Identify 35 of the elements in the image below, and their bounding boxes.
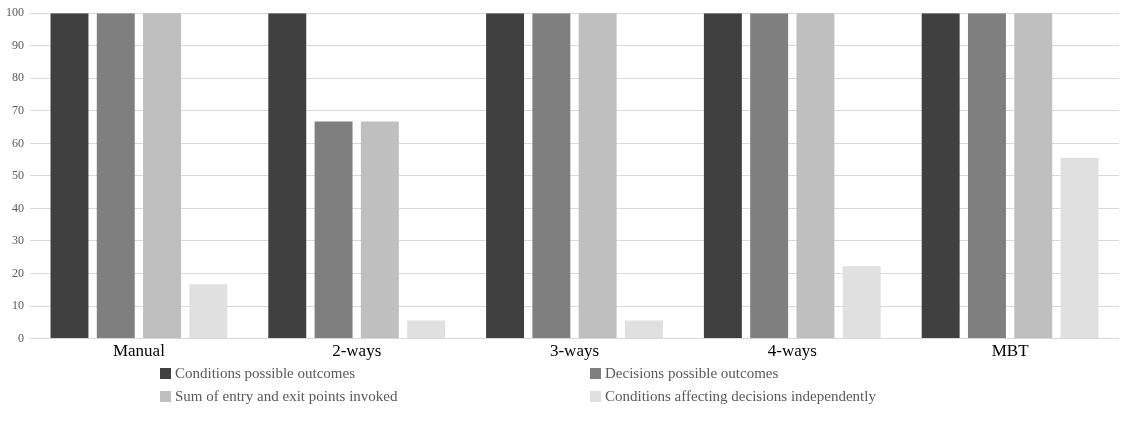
y-tick-label: 50 [12, 168, 24, 183]
y-tick-label: 60 [12, 135, 24, 150]
y-tick-label: 100 [6, 5, 24, 20]
legend-label: Decisions possible outcomes [605, 365, 779, 382]
bar [314, 121, 353, 339]
x-tick-label: 3-ways [549, 341, 600, 361]
y-tick-label: 80 [12, 70, 24, 85]
bar [703, 13, 742, 339]
bar [578, 13, 617, 339]
x-tick-label: Manual [112, 341, 166, 361]
bar [143, 13, 182, 339]
bar [96, 13, 135, 339]
y-tick-label: 10 [12, 298, 24, 313]
x-tick-label: MBT [991, 341, 1030, 361]
bar [921, 13, 960, 339]
legend-label: Conditions possible outcomes [175, 365, 355, 382]
y-tick-label: 0 [18, 330, 24, 345]
x-tick-label: 4-ways [767, 341, 817, 361]
bar [360, 121, 399, 339]
x-tick-label: 2-ways [332, 341, 382, 361]
legend-label: Conditions affecting decisions independently [605, 388, 876, 405]
legend-label: Sum of entry and exit points invoked [175, 388, 398, 405]
y-tick-label: 90 [12, 37, 24, 52]
y-tick-label: 40 [12, 200, 24, 215]
bar [486, 13, 525, 339]
bar [967, 13, 1006, 339]
y-tick-label: 70 [12, 102, 24, 117]
y-tick-label: 20 [12, 265, 24, 280]
bar [796, 13, 835, 339]
bar [750, 13, 789, 339]
y-tick-label: 30 [12, 233, 24, 248]
bar [1014, 13, 1053, 339]
bar [532, 13, 571, 339]
bar [268, 13, 307, 339]
bar [50, 13, 89, 339]
